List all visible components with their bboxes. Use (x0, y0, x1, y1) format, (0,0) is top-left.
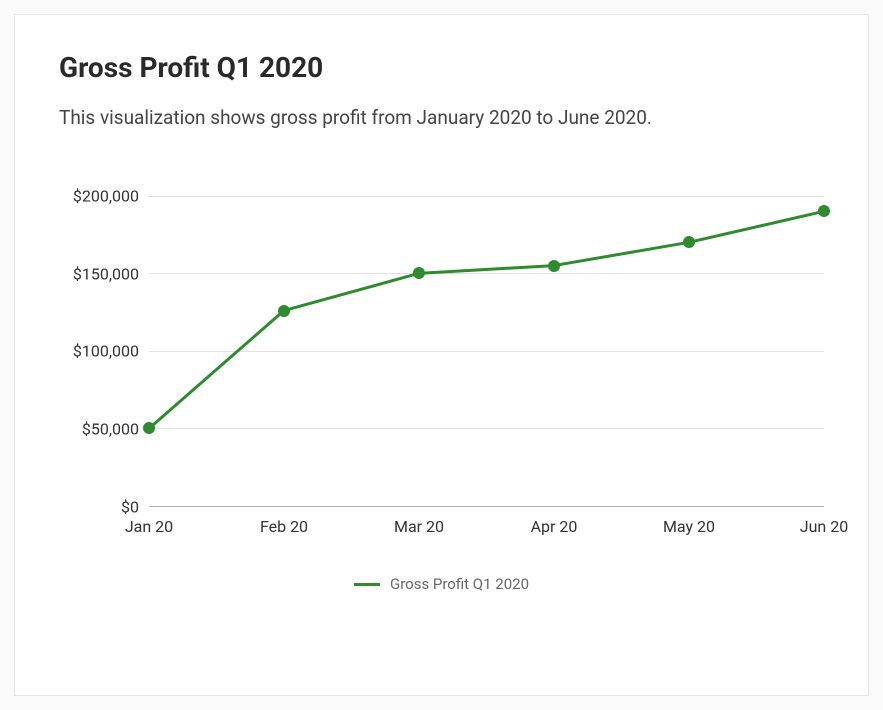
x-tick-label: Mar 20 (394, 517, 444, 536)
x-axis: Jan 20Feb 20Mar 20Apr 20May 20Jun 20 (149, 517, 824, 541)
data-point (278, 305, 290, 317)
chart-title: Gross Profit Q1 2020 (59, 51, 824, 84)
y-axis: $0$50,000$100,000$150,000$200,000 (59, 157, 149, 507)
legend: Gross Profit Q1 2020 (59, 575, 824, 593)
y-tick-label: $150,000 (73, 264, 139, 283)
series-line (149, 211, 824, 428)
y-tick-label: $50,000 (82, 420, 139, 439)
x-tick-label: Jan 20 (125, 517, 173, 536)
x-tick-label: Apr 20 (531, 517, 578, 536)
line-series (149, 157, 824, 506)
x-tick-label: Feb 20 (260, 517, 308, 536)
legend-label: Gross Profit Q1 2020 (390, 575, 529, 593)
chart-subtitle: This visualization shows gross profit fr… (59, 106, 824, 129)
data-point (818, 205, 830, 217)
y-tick-label: $200,000 (73, 186, 139, 205)
y-tick-label: $0 (121, 498, 139, 517)
chart-card: Gross Profit Q1 2020 This visualization … (14, 14, 869, 696)
y-tick-label: $100,000 (73, 342, 139, 361)
legend-swatch (354, 583, 380, 586)
plot-area (149, 157, 824, 507)
data-point (548, 260, 560, 272)
chart-area: $0 $50,000 $100,000 $150,000 $200,000 Jan 20… (59, 157, 824, 671)
x-tick-label: Jun 20 (800, 517, 848, 536)
x-tick-label: May 20 (663, 517, 715, 536)
